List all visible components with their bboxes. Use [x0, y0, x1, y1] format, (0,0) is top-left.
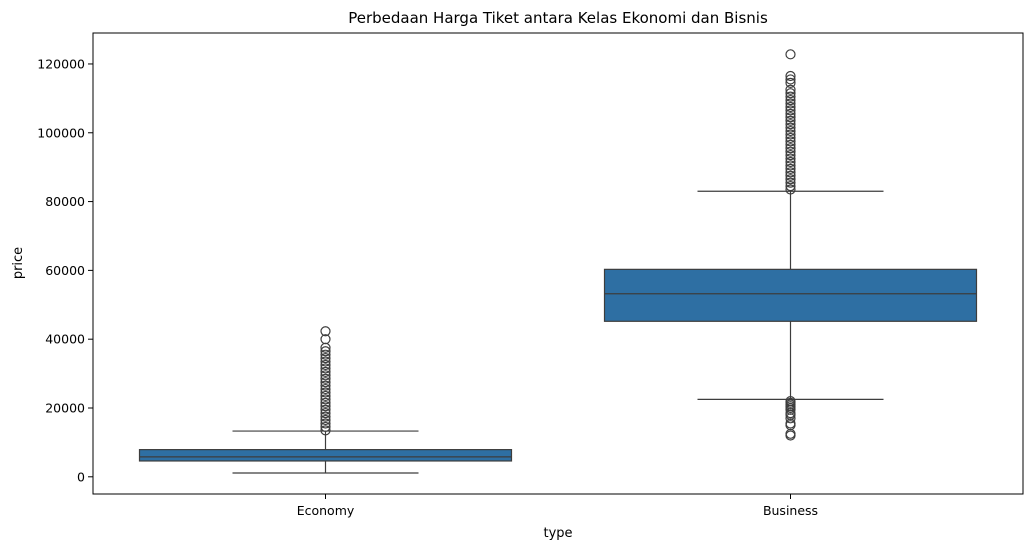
- outlier-point: [785, 139, 796, 150]
- outlier-point: [320, 397, 331, 408]
- outlier-point: [320, 334, 331, 345]
- outlier-point: [320, 408, 331, 419]
- outlier-point: [785, 174, 796, 185]
- outlier-point: [320, 401, 331, 412]
- outlier-point: [785, 77, 796, 88]
- x-axis-label: type: [543, 526, 572, 541]
- x-tick-label-economy: Economy: [297, 503, 355, 518]
- plot-frame: [92, 32, 1024, 495]
- y-axis: 0 20000 40000 60000 80000 100000 120000: [37, 56, 93, 484]
- outlier-point: [785, 146, 796, 157]
- outlier-point: [785, 101, 796, 113]
- x-tick-label-business: Business: [763, 503, 818, 518]
- chart-title: Perbedaan Harga Tiket antara Kelas Ekono…: [348, 9, 768, 27]
- outlier-point: [785, 122, 796, 133]
- outlier-point: [320, 356, 331, 367]
- outlier-point: [320, 414, 331, 426]
- outlier-point: [785, 108, 796, 119]
- outlier-point: [785, 119, 796, 130]
- y-tick-label: 60000: [45, 263, 85, 278]
- outlier-point: [785, 156, 796, 168]
- outlier-point: [785, 105, 796, 116]
- outlier-point: [785, 70, 796, 82]
- box-iqr: [603, 268, 978, 322]
- outlier-point: [785, 170, 796, 181]
- y-tick-label: 40000: [45, 332, 85, 347]
- outlier-point: [320, 380, 331, 391]
- outlier-point: [320, 387, 331, 398]
- outlier-point: [785, 132, 796, 144]
- x-axis: Economy Business: [297, 494, 818, 518]
- outlier-point: [320, 418, 331, 429]
- outlier-point: [320, 421, 331, 433]
- outlier-point: [785, 177, 796, 188]
- outlier-point: [320, 411, 331, 422]
- box-group-business: [603, 49, 978, 441]
- outlier-point: [320, 373, 331, 384]
- outlier-point: [320, 353, 331, 364]
- y-axis-label: price: [11, 247, 26, 279]
- outlier-point: [785, 150, 796, 161]
- y-tick-label: 0: [77, 469, 85, 484]
- outlier-point: [785, 184, 796, 195]
- outlier-point: [320, 359, 331, 371]
- outlier-point: [785, 115, 796, 126]
- outlier-point: [320, 425, 331, 436]
- outlier-point: [785, 84, 796, 95]
- box-iqr: [138, 449, 513, 462]
- outlier-point: [785, 180, 796, 192]
- outlier-point: [785, 74, 796, 85]
- outlier-point: [320, 404, 331, 415]
- outlier-point: [785, 91, 796, 102]
- outlier-point: [785, 125, 796, 137]
- outlier-point: [785, 98, 796, 109]
- outlier-point: [785, 160, 796, 171]
- outlier-point: [785, 129, 796, 140]
- y-tick-label: 80000: [45, 194, 85, 209]
- outlier-point: [320, 390, 331, 402]
- outlier-point: [320, 366, 331, 377]
- y-tick-label: 120000: [37, 56, 85, 71]
- outlier-point: [785, 153, 796, 164]
- outlier-point: [320, 383, 331, 395]
- outlier-point: [785, 163, 796, 174]
- outlier-point: [320, 326, 331, 337]
- y-tick-label: 20000: [45, 400, 85, 415]
- outlier-point: [320, 394, 331, 405]
- outlier-point: [785, 94, 796, 106]
- outlier-point: [785, 167, 796, 178]
- outlier-point: [785, 136, 796, 147]
- outlier-point: [785, 88, 796, 99]
- outlier-point: [320, 363, 331, 374]
- outlier-point: [320, 346, 331, 357]
- outlier-point: [785, 396, 796, 407]
- outlier-point: [320, 377, 331, 388]
- outlier-point: [785, 112, 796, 123]
- outlier-point: [785, 49, 796, 60]
- box-group-economy: [138, 326, 513, 474]
- outlier-point: [785, 143, 796, 154]
- outlier-point: [320, 370, 331, 381]
- y-tick-label: 100000: [37, 125, 85, 140]
- plot-area: [138, 49, 978, 474]
- outlier-point: [320, 349, 331, 360]
